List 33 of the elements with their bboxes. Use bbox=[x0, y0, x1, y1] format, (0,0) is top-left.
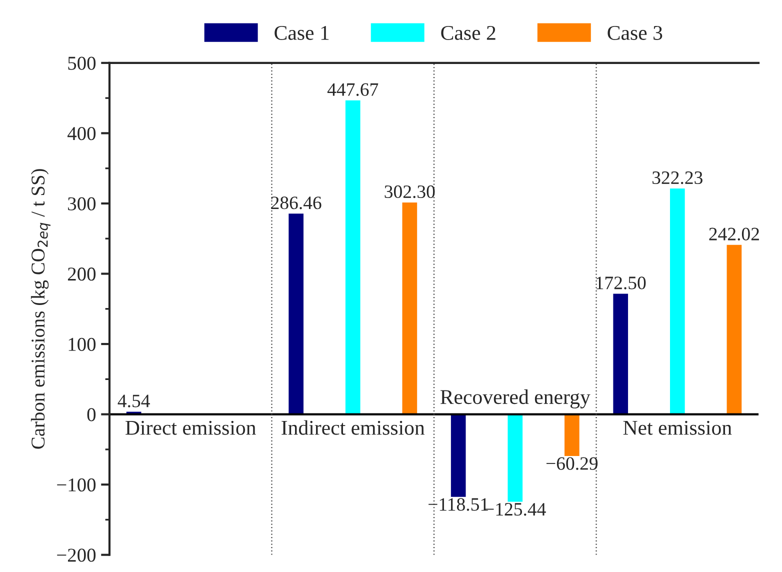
data-label: 286.46 bbox=[271, 196, 322, 210]
x-tick-label: Indirect emission bbox=[282, 420, 425, 435]
y-tick-label: −200 bbox=[57, 548, 96, 562]
x-tick-label: Recovered energy bbox=[440, 389, 590, 408]
y-tick-label: 500 bbox=[68, 56, 96, 70]
y-tick-label: 200 bbox=[68, 268, 96, 281]
x-tick-label: Net emission bbox=[623, 420, 732, 435]
bar bbox=[668, 187, 686, 415]
data-label: 302.30 bbox=[384, 185, 435, 198]
bar bbox=[506, 414, 524, 504]
data-label: 242.02 bbox=[709, 228, 759, 240]
x-tick-label: Direct emission bbox=[126, 420, 256, 435]
bar bbox=[450, 414, 468, 498]
legend-label: Case 3 bbox=[608, 26, 662, 40]
y-tick-label: 0 bbox=[87, 408, 96, 422]
y-tick-label: 100 bbox=[68, 338, 96, 351]
data-label: −60.29 bbox=[546, 457, 598, 470]
data-label: 4.54 bbox=[118, 394, 150, 408]
bar bbox=[287, 212, 305, 415]
data-label: 172.50 bbox=[596, 276, 646, 290]
y-tick-label: −100 bbox=[57, 478, 96, 492]
bar bbox=[344, 99, 362, 415]
bar bbox=[400, 201, 418, 415]
bar bbox=[725, 244, 744, 415]
data-label: 447.67 bbox=[327, 83, 378, 96]
bar bbox=[563, 414, 581, 458]
data-label: 322.23 bbox=[652, 171, 702, 184]
y-tick-label: 400 bbox=[68, 127, 96, 140]
bar bbox=[612, 292, 630, 415]
y-tick-label: 300 bbox=[68, 197, 96, 210]
legend-label: Case 1 bbox=[274, 26, 329, 40]
y-axis-title: Carbon emissions (kg CO$_{2eq}$ / t SS) bbox=[30, 169, 50, 449]
legend-label: Case 2 bbox=[441, 26, 496, 40]
